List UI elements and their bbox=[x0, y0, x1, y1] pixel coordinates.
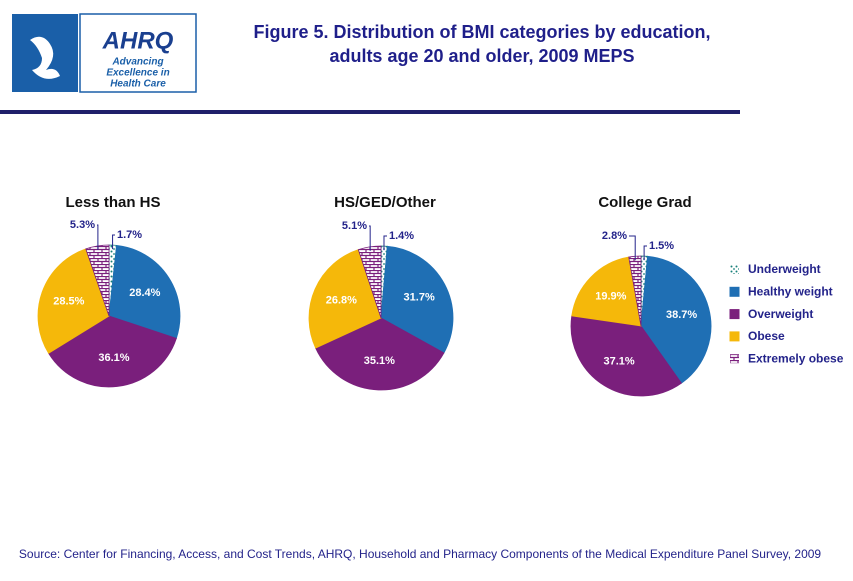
pie-slice bbox=[570, 315, 682, 397]
value-label: 37.1% bbox=[603, 356, 634, 368]
pie-title: Less than HS bbox=[65, 194, 160, 211]
value-label: 2.8% bbox=[602, 230, 627, 242]
legend-label: Obese bbox=[748, 329, 785, 343]
eagle-icon bbox=[30, 36, 60, 79]
value-label: 35.1% bbox=[364, 355, 395, 367]
value-label: 38.7% bbox=[666, 309, 697, 321]
source: Source: Center for Financing, Access, an… bbox=[19, 547, 822, 561]
value-label: 36.1% bbox=[98, 352, 129, 364]
legend-swatch bbox=[729, 331, 740, 342]
pie-slice bbox=[85, 244, 110, 317]
legend-swatch bbox=[729, 309, 740, 320]
pie-title: HS/GED/Other bbox=[334, 194, 436, 211]
value-label: 1.5% bbox=[649, 240, 674, 252]
leader-line bbox=[383, 235, 387, 251]
pie-slice bbox=[308, 249, 382, 349]
legend-swatch bbox=[730, 354, 739, 364]
value-label: 1.7% bbox=[117, 229, 142, 241]
legend-swatch bbox=[730, 265, 739, 274]
legend-label: Healthy weight bbox=[748, 284, 833, 298]
pie-title: College Grad bbox=[598, 194, 691, 211]
value-label: 28.4% bbox=[129, 287, 160, 299]
pie-slice bbox=[357, 245, 382, 319]
pie-slice bbox=[571, 256, 642, 327]
value-label: 5.1% bbox=[342, 220, 367, 232]
value-label: 5.3% bbox=[70, 219, 95, 231]
pie-slice bbox=[315, 317, 445, 391]
leader-line bbox=[643, 245, 647, 261]
value-label: 31.7% bbox=[404, 292, 435, 304]
leader-line bbox=[112, 234, 115, 250]
leader-line bbox=[629, 235, 636, 261]
legend-swatch bbox=[729, 286, 740, 297]
ahrq-logo bbox=[79, 13, 197, 93]
logo-tagline: Excellence in bbox=[106, 68, 169, 79]
legend-label: Overweight bbox=[748, 307, 813, 321]
pie-slice bbox=[37, 248, 110, 354]
legend-label: Underweight bbox=[748, 262, 821, 276]
value-label: 26.8% bbox=[326, 295, 357, 307]
pie-slice bbox=[640, 255, 712, 384]
pie-slice bbox=[380, 245, 454, 354]
logo-name: AHRQ bbox=[102, 27, 174, 54]
value-label: 19.9% bbox=[595, 291, 626, 303]
legend-label: Extremely obese bbox=[748, 351, 844, 365]
value-label: 1.4% bbox=[389, 230, 414, 242]
leader-line bbox=[97, 224, 99, 250]
logo-tagline: Advancing bbox=[111, 57, 163, 68]
pie-slice bbox=[108, 244, 181, 339]
value-label: 28.5% bbox=[53, 296, 84, 308]
leader-line bbox=[369, 225, 371, 251]
title: adults age 20 and older, 2009 MEPS bbox=[329, 46, 634, 66]
title: Figure 5. Distribution of BMI categories… bbox=[253, 22, 710, 42]
logo-tagline: Health Care bbox=[110, 79, 166, 90]
